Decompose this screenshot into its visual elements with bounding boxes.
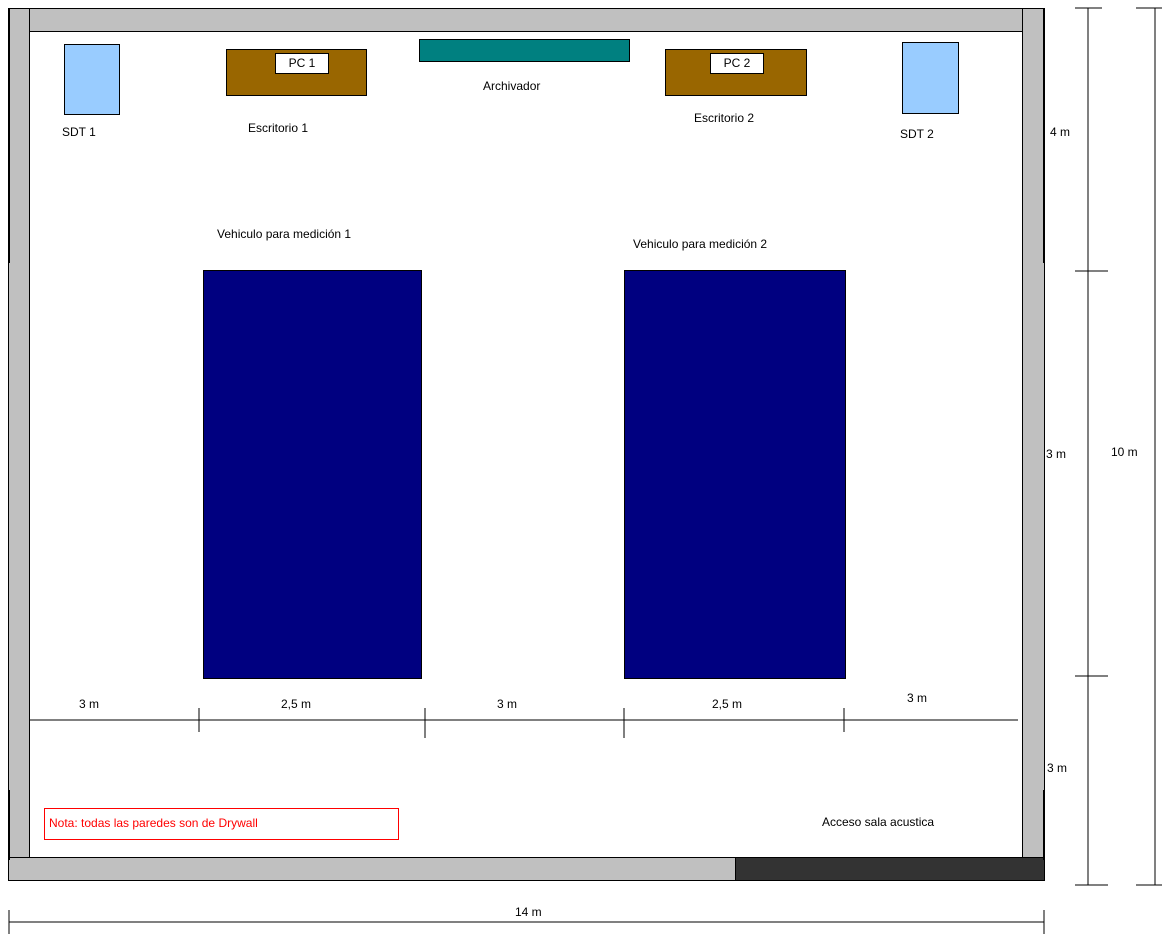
desk-1-label: Escritorio 1: [248, 121, 309, 135]
access-door: [735, 857, 1045, 881]
right-wall-edge-lower: [1043, 790, 1045, 860]
desk-2-label: Escritorio 2: [694, 111, 755, 125]
dim-h-5: 3 m: [907, 691, 928, 705]
dim-total-width: 14 m: [515, 905, 542, 919]
left-wall-edge: [8, 8, 10, 263]
vehicle-2-label: Vehiculo para medición 2: [633, 237, 768, 251]
dim-v-2: 3 m: [1046, 447, 1067, 461]
filing-cabinet: [419, 39, 630, 62]
vehicle-2: [624, 270, 846, 679]
dim-v-1: 4 m: [1050, 125, 1071, 139]
top-wall: [8, 8, 1045, 32]
bottom-wall: [8, 857, 736, 881]
right-wall-edge: [1043, 8, 1045, 263]
pc-2-box: PC 2: [710, 53, 764, 74]
left-wall-edge-lower: [8, 790, 10, 860]
sdt-1-unit: [64, 44, 120, 115]
dim-h-2: 2,5 m: [281, 697, 312, 711]
access-label: Acceso sala acustica: [822, 815, 935, 829]
dim-h-3: 3 m: [497, 697, 518, 711]
sdt-1-label: SDT 1: [62, 125, 96, 139]
pc-1-box: PC 1: [275, 53, 329, 74]
sdt-2-label: SDT 2: [900, 127, 934, 141]
sdt-2-unit: [902, 42, 959, 114]
cabinet-label: Archivador: [483, 79, 541, 93]
dim-total-height: 10 m: [1111, 445, 1138, 459]
dim-v-3: 3 m: [1047, 761, 1068, 775]
dim-h-1: 3 m: [79, 697, 100, 711]
dim-h-4: 2,5 m: [712, 697, 743, 711]
drywall-note: Nota: todas las paredes son de Drywall: [44, 808, 399, 840]
vehicle-1-label: Vehiculo para medición 1: [217, 227, 352, 241]
vehicle-1: [203, 270, 422, 679]
